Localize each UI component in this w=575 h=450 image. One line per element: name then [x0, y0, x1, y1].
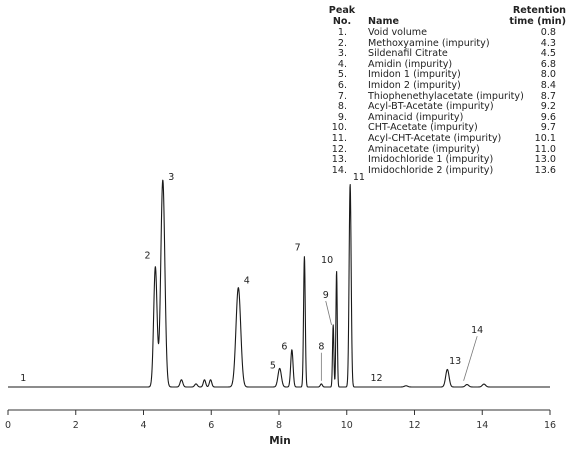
retention-time: 9.2: [540, 101, 556, 113]
peak-label: 8: [318, 342, 324, 353]
chromatogram-trace: [7, 179, 551, 388]
peak-label: 4: [244, 276, 250, 287]
x-tick-label: 14: [476, 420, 488, 431]
peak-table-header: Peak No. Name Retention time (min): [322, 5, 566, 28]
peak-table-row: 8. Acyl-BT-Acetate (impurity) 9.2: [322, 102, 566, 113]
peak-label: 2: [145, 251, 151, 262]
peak-table-row: 13. Imidochloride 1 (impurity) 13.0: [322, 155, 566, 166]
header-retention-time: Retention time (min): [509, 5, 566, 27]
x-tick-label: 0: [5, 420, 11, 431]
header-peak-no: Peak No.: [328, 5, 356, 27]
peak-label: 3: [168, 172, 174, 183]
peak-table-row: 1. Void volume 0.8: [322, 27, 566, 39]
peak-label: 14: [471, 325, 483, 336]
peak-table: Peak No. Name Retention time (min) 1. Voi…: [322, 5, 566, 177]
x-tick-label: 12: [408, 420, 420, 431]
retention-time: 13.6: [534, 164, 556, 176]
compound-name: Aminacid (impurity): [368, 111, 464, 123]
peak-table-row: 2. Methoxyamine (impurity) 4.3: [322, 37, 566, 50]
peak-table-row: 14. Imidochloride 2 (impurity) 13.6: [322, 164, 566, 177]
peak-number: 9.: [337, 111, 347, 123]
compound-name: CHT-Acetate (impurity): [368, 122, 478, 134]
retention-time: 8.0: [540, 69, 556, 81]
peak-label: 9: [323, 290, 329, 301]
peak-leader-line: [463, 336, 478, 381]
peak-number: 10.: [331, 122, 347, 134]
peak-label: 13: [449, 356, 461, 367]
compound-name: Thiophenethylacetate (impurity): [368, 90, 524, 102]
compound-name: Methoxyamine (impurity): [368, 37, 490, 49]
x-tick-label: 4: [140, 420, 146, 431]
x-tick-label: 6: [208, 420, 214, 431]
peak-table-row: 6. Imidon 2 (impurity) 8.4: [322, 79, 566, 92]
peak-label: 6: [281, 342, 287, 353]
x-tick-label: 10: [341, 420, 353, 431]
compound-name: Acyl-BT-Acetate (impurity): [368, 101, 494, 113]
x-tick-label: 8: [276, 420, 282, 431]
peak-table-body: 1. Void volume 0.8 2. Methoxyamine (impurity…: [322, 27, 566, 177]
peak-table-row: 4. Amidin (impurity) 6.8: [322, 58, 566, 71]
retention-time: 4.5: [540, 48, 556, 60]
compound-name: Imidochloride 1 (impurity): [368, 154, 494, 166]
compound-name: Sildenafil Citrate: [368, 48, 448, 60]
header-name: Name: [368, 16, 400, 27]
peak-leader-line: [325, 300, 332, 325]
peak-number: 3.: [337, 48, 347, 60]
compound-name: Imidochloride 2 (impurity): [368, 164, 494, 176]
peak-label: 7: [295, 242, 301, 253]
peak-number: 8.: [337, 101, 347, 113]
compound-name: Imidon 1 (impurity): [368, 69, 461, 81]
peak-label: 11: [353, 172, 365, 183]
peak-table-row: 9. Aminacid (impurity) 9.6: [322, 111, 566, 124]
compound-name: Acyl-CHT-Acetate (impurity): [368, 132, 502, 144]
peak-table-row: 10. CHT-Acetate (impurity) 9.7: [322, 123, 566, 134]
peak-number: 14.: [331, 164, 347, 176]
peak-table-row: 12. Aminacetate (impurity) 11.0: [322, 143, 566, 156]
peak-number: 5.: [337, 69, 347, 81]
retention-time: 13.0: [534, 154, 556, 166]
compound-name: Amidin (impurity): [368, 58, 453, 70]
peak-number: 11.: [331, 132, 347, 144]
peak-number: 12.: [331, 143, 347, 155]
retention-time: 8.7: [540, 90, 556, 102]
peak-number: 13.: [331, 154, 347, 166]
peak-table-row: 5. Imidon 1 (impurity) 8.0: [322, 70, 566, 81]
peak-number: 7.: [337, 90, 347, 102]
retention-time: 11.0: [534, 143, 556, 155]
compound-name: Imidon 2 (impurity): [368, 79, 461, 91]
x-tick-label: 16: [544, 420, 556, 431]
peak-table-row: 3. Sildenafil Citrate 4.5: [322, 49, 566, 60]
x-tick-label: 2: [73, 420, 79, 431]
compound-name: Aminacetate (impurity): [368, 143, 480, 155]
x-axis-label: Min: [269, 435, 291, 447]
peak-number: 4.: [337, 58, 347, 70]
retention-time: 4.3: [540, 37, 556, 49]
retention-time: 10.1: [534, 132, 556, 144]
peak-label: 12: [371, 373, 383, 384]
retention-time: 8.4: [540, 79, 556, 91]
retention-time: 9.7: [540, 122, 556, 134]
retention-time: 9.6: [540, 111, 556, 123]
peak-label: 1: [20, 373, 26, 384]
peak-table-row: 7. Thiophenethylacetate (impurity) 8.7: [322, 90, 566, 103]
peak-label: 10: [321, 255, 333, 266]
peak-number: 6.: [337, 79, 347, 91]
peak-table-row: 11. Acyl-CHT-Acetate (impurity) 10.1: [322, 132, 566, 145]
peak-label: 5: [270, 360, 276, 371]
peak-number: 1.: [337, 27, 347, 38]
retention-time: 0.8: [540, 27, 556, 38]
peak-number: 2.: [337, 37, 347, 49]
compound-name: Void volume: [368, 27, 428, 38]
retention-time: 6.8: [540, 58, 556, 70]
